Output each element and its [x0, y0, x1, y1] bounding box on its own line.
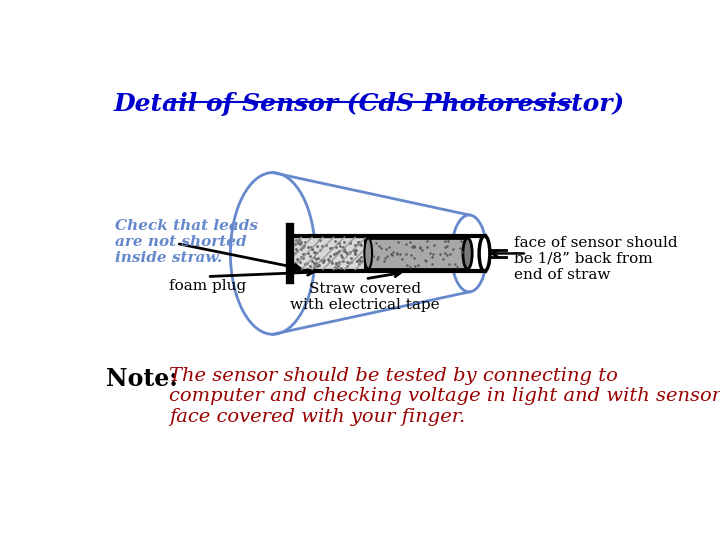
Ellipse shape: [479, 236, 490, 271]
Text: foam plug: foam plug: [168, 279, 246, 293]
Bar: [368, 238, 467, 269]
Bar: [290, 236, 485, 271]
Text: Check that leads
are not shorted
inside straw.: Check that leads are not shorted inside …: [115, 219, 258, 265]
Text: face of sensor should
be 1/8” back from
end of straw: face of sensor should be 1/8” back from …: [514, 236, 678, 282]
Text: The sensor should be tested by connecting to
computer and checking voltage in li: The sensor should be tested by connectin…: [168, 367, 720, 426]
Ellipse shape: [364, 238, 372, 269]
Ellipse shape: [463, 238, 472, 269]
Text: Detail of Sensor (CdS Photoresistor): Detail of Sensor (CdS Photoresistor): [113, 92, 625, 116]
Bar: [290, 236, 485, 271]
Text: Note:: Note:: [106, 367, 194, 390]
Text: Straw covered
with electrical tape: Straw covered with electrical tape: [290, 282, 440, 312]
Bar: [292, 237, 365, 269]
